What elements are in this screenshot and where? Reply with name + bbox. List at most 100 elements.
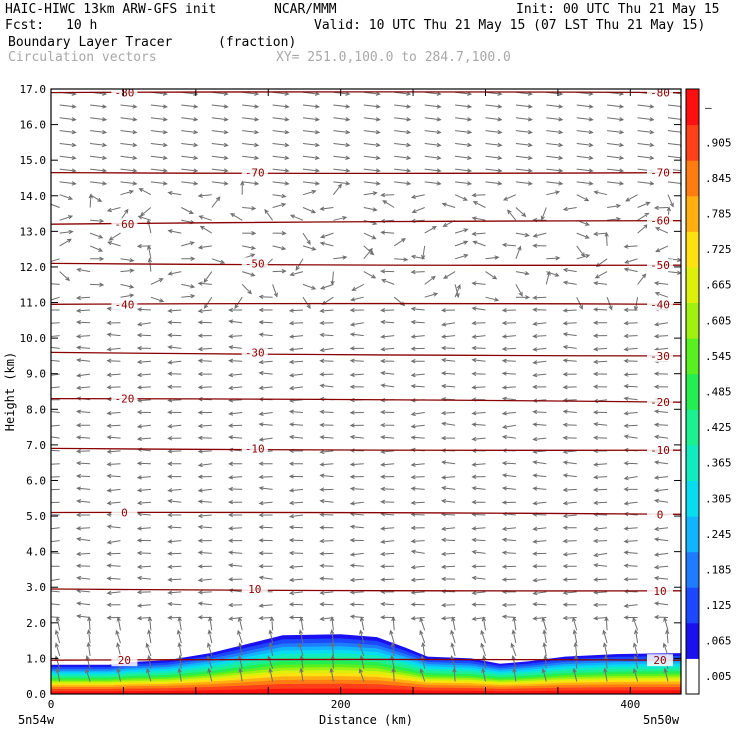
circulation-vector — [576, 254, 591, 260]
circulation-vector — [319, 499, 334, 504]
y-tick-label: 13.0 — [20, 225, 47, 238]
circulation-vector — [380, 422, 395, 428]
circulation-vector — [167, 590, 182, 595]
circulation-vector — [410, 319, 425, 325]
circulation-vector — [623, 603, 638, 608]
circulation-vector — [51, 322, 60, 324]
contour-label-bg — [111, 218, 138, 231]
circulation-vector — [89, 245, 104, 252]
circulation-vector — [380, 564, 395, 569]
circulation-vector — [181, 129, 199, 135]
circulation-vector — [230, 213, 243, 221]
circulation-vector — [440, 371, 456, 376]
circulation-vector — [382, 200, 395, 208]
circulation-vector — [51, 449, 60, 452]
circulation-vector — [147, 654, 152, 669]
circulation-vector — [228, 358, 243, 363]
circulation-vector — [562, 372, 577, 377]
circulation-vector — [424, 155, 442, 160]
circulation-vector — [242, 231, 257, 236]
circulation-vector — [546, 181, 564, 186]
circulation-vector — [288, 409, 304, 414]
circulation-vector — [349, 614, 364, 619]
circulation-vector — [167, 512, 182, 518]
circulation-vector — [394, 181, 412, 186]
circulation-vector — [454, 284, 461, 298]
circulation-vector — [485, 142, 503, 148]
temperature-contour-label: -30 — [650, 350, 670, 363]
colorbar-swatch — [686, 373, 699, 410]
circulation-vector — [106, 524, 121, 529]
colorbar-swatch — [686, 658, 699, 695]
circulation-vector — [546, 190, 561, 196]
circulation-vector — [75, 423, 91, 428]
circulation-vector — [197, 346, 212, 352]
circulation-vector — [623, 461, 638, 466]
circulation-vector — [653, 475, 669, 480]
circulation-vector — [167, 488, 182, 493]
circulation-vector — [349, 602, 364, 607]
circulation-vector — [440, 564, 456, 569]
circulation-vector — [120, 117, 138, 122]
circulation-vector — [197, 590, 212, 595]
circulation-vector — [167, 474, 182, 479]
circulation-vector — [532, 347, 547, 352]
circulation-vector — [485, 296, 500, 302]
circulation-vector — [197, 245, 212, 250]
circulation-vector — [51, 411, 60, 413]
circulation-vector — [358, 668, 365, 682]
circulation-vector — [299, 616, 304, 631]
circulation-vector — [440, 576, 456, 582]
y-tick-label: 5.0 — [26, 510, 46, 523]
circulation-vector — [51, 552, 60, 554]
circulation-vector — [136, 321, 151, 327]
circulation-vector — [667, 129, 681, 135]
contour-label-bg — [647, 508, 673, 521]
x-endpoint-left-label: 5n54w — [18, 713, 55, 727]
temperature-contour-label: -70 — [245, 167, 265, 180]
circulation-vector — [363, 168, 381, 173]
circulation-vector — [167, 564, 182, 569]
forecast-hour: 10 h — [66, 18, 98, 33]
circulation-vector — [242, 271, 256, 277]
circulation-vector — [363, 191, 378, 196]
circulation-vector — [211, 181, 229, 186]
colorbar-swatch — [686, 266, 699, 303]
circulation-vector — [455, 168, 473, 173]
circulation-vector — [197, 371, 212, 377]
circulation-vector — [424, 142, 442, 148]
circulation-vector — [51, 565, 60, 567]
circulation-vector — [258, 422, 273, 427]
circulation-vector — [532, 307, 547, 312]
circulation-vector — [288, 500, 304, 506]
circulation-vector — [258, 603, 273, 608]
circulation-vector — [59, 168, 77, 173]
circulation-vector — [319, 241, 334, 247]
circulation-vector — [562, 321, 577, 326]
circulation-vector — [120, 258, 135, 263]
circulation-vector — [576, 117, 594, 122]
circulation-vector — [363, 181, 381, 186]
colorbar-label: .605 — [705, 314, 732, 327]
circulation-vector — [106, 449, 121, 454]
y-tick-label: 11.0 — [20, 297, 47, 310]
circulation-vector — [623, 615, 638, 620]
circulation-vector — [138, 188, 152, 196]
circulation-vector — [663, 616, 669, 631]
circulation-vector — [455, 104, 473, 109]
temperature-contour-label: 0 — [121, 507, 128, 520]
circulation-vector — [380, 383, 395, 388]
circulation-vector — [54, 642, 61, 657]
circulation-vector — [471, 281, 486, 286]
circulation-vector — [593, 552, 608, 558]
colorbar-label: .365 — [705, 457, 732, 470]
circulation-vector — [264, 208, 274, 221]
circulation-vector — [394, 142, 412, 148]
circulation-vector — [380, 526, 395, 531]
circulation-vector — [237, 654, 243, 669]
circulation-vector — [623, 321, 638, 326]
circulation-vector — [592, 487, 608, 492]
circulation-vector — [592, 602, 608, 608]
circulation-vector — [410, 358, 425, 364]
x-endpoint-right-label: 5n50w — [643, 713, 680, 727]
